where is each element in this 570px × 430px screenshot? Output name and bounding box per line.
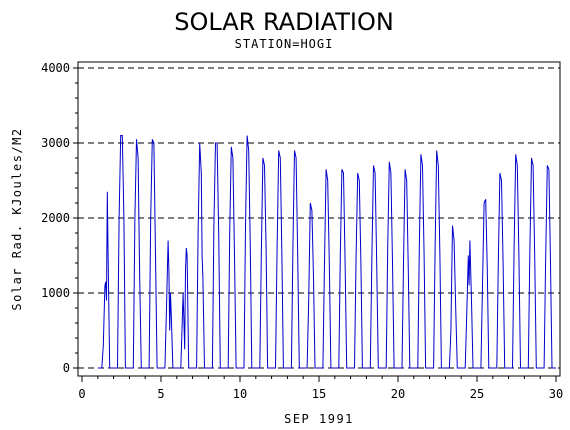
x-tick-label: 25 <box>470 387 484 401</box>
y-tick-label: 0 <box>63 361 70 375</box>
y-tick-label: 2000 <box>41 211 70 225</box>
x-tick-label: 20 <box>391 387 405 401</box>
y-axis: 0 1000 2000 3000 4000 <box>41 61 78 375</box>
x-axis-label: SEP 1991 <box>284 412 354 426</box>
y-tick-label: 1000 <box>41 286 70 300</box>
y-tick-label: 3000 <box>41 136 70 150</box>
chart-title: SOLAR RADIATION <box>174 8 394 36</box>
chart-subtitle: STATION=HOGI <box>235 37 334 51</box>
minor-ticks <box>75 82 541 379</box>
series-line <box>97 135 556 369</box>
x-axis: 0 5 10 15 20 25 30 <box>78 376 563 401</box>
x-tick-label: 10 <box>233 387 247 401</box>
x-tick-label: 30 <box>549 387 563 401</box>
y-axis-label: Solar Rad. KJoules/M2 <box>10 127 24 310</box>
x-tick-label: 5 <box>157 387 164 401</box>
y-tick-label: 4000 <box>41 61 70 75</box>
x-tick-label: 15 <box>312 387 326 401</box>
x-tick-label: 0 <box>78 387 85 401</box>
